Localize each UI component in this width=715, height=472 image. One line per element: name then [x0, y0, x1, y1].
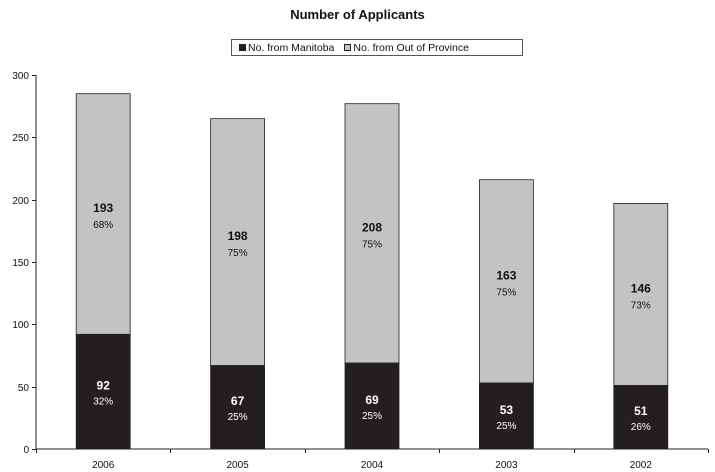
- x-tick-label: 2006: [92, 460, 115, 471]
- data-label-out-of-province-value: 163: [496, 268, 516, 282]
- chart-title: Number of Applicants: [290, 7, 425, 22]
- legend-item-out-of-province: No. from Out of Province: [344, 42, 469, 54]
- y-tick-label: 200: [12, 196, 29, 207]
- y-tick-label: 50: [18, 383, 30, 394]
- data-label-out-of-province-percent: 75%: [496, 287, 516, 298]
- data-label-out-of-province-value: 208: [362, 220, 382, 234]
- y-tick-label: 100: [12, 320, 29, 331]
- data-label-out-of-province-value: 198: [228, 229, 248, 243]
- data-label-manitoba-value: 67: [231, 394, 245, 408]
- bar-manitoba: [210, 365, 266, 450]
- data-label-manitoba-percent: 32%: [93, 397, 113, 408]
- data-label-manitoba-value: 53: [500, 403, 514, 417]
- y-tick-label: 250: [12, 133, 29, 144]
- y-tick-label: 300: [12, 71, 29, 82]
- data-label-out-of-province-value: 146: [631, 281, 651, 295]
- data-label-out-of-province-percent: 75%: [362, 239, 382, 250]
- data-label-manitoba-value: 92: [97, 379, 111, 393]
- bar-manitoba: [613, 385, 669, 450]
- data-label-out-of-province-percent: 68%: [93, 220, 113, 231]
- data-label-manitoba-percent: 26%: [631, 422, 651, 433]
- legend-swatch-out-of-province: [344, 44, 352, 51]
- data-label-manitoba-value: 69: [365, 393, 379, 407]
- y-tick-label: 150: [12, 258, 29, 269]
- x-tick-label: 2002: [630, 460, 653, 471]
- data-label-manitoba-percent: 25%: [362, 411, 382, 422]
- bar-out-of-province: [344, 103, 400, 364]
- legend-label-out-of-province: No. from Out of Province: [353, 41, 469, 54]
- bar-manitoba: [75, 333, 131, 450]
- data-label-manitoba-percent: 25%: [228, 412, 248, 423]
- bar-out-of-province: [75, 93, 131, 335]
- chart-legend: No. from Manitoba No. from Out of Provin…: [231, 39, 523, 56]
- bar-out-of-province: [478, 179, 534, 384]
- y-tick-label: 0: [23, 445, 29, 456]
- x-tick-label: 2004: [361, 460, 384, 471]
- data-label-out-of-province-percent: 75%: [228, 248, 248, 259]
- data-label-out-of-province-percent: 73%: [631, 300, 651, 311]
- bar-out-of-province: [210, 118, 266, 366]
- data-label-manitoba-percent: 25%: [496, 421, 516, 432]
- bar-manitoba: [478, 382, 534, 450]
- legend-label-manitoba: No. from Manitoba: [248, 41, 335, 54]
- data-label-manitoba-value: 51: [634, 404, 648, 418]
- x-tick-label: 2005: [226, 460, 249, 471]
- legend-swatch-manitoba: [239, 44, 246, 51]
- data-label-out-of-province-value: 193: [93, 201, 113, 215]
- legend-item-manitoba: No. from Manitoba: [239, 42, 334, 54]
- bar-out-of-province: [613, 203, 669, 386]
- x-tick-label: 2003: [495, 460, 518, 471]
